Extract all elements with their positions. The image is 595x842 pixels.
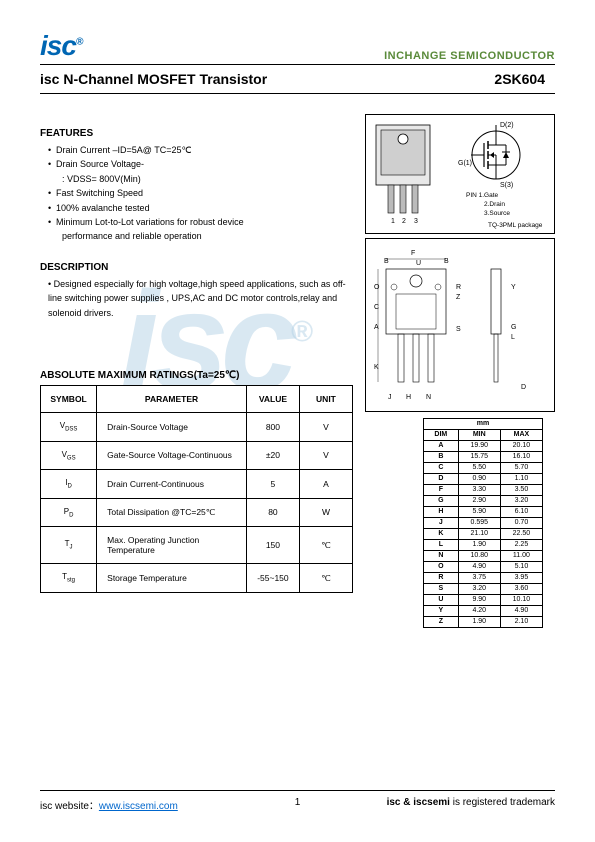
title-row: isc N-Channel MOSFET Transistor 2SK604 <box>40 65 555 94</box>
svg-text:F: F <box>411 250 415 257</box>
table-row: N10.8011.00 <box>424 551 543 562</box>
svg-text:3: 3 <box>414 218 418 225</box>
svg-text:2.Drain: 2.Drain <box>484 201 505 208</box>
svg-text:Z: Z <box>456 294 461 301</box>
dim-unit: mm <box>424 419 543 430</box>
table-row: F3.303.50 <box>424 485 543 496</box>
svg-text:S: S <box>456 326 461 333</box>
table-row: J0.5950.70 <box>424 518 543 529</box>
logo: isc® <box>40 30 82 62</box>
col-symbol: SYMBOL <box>41 385 97 412</box>
package-dimension-diagram: F B B U O C A K H J N R S Z Y G L <box>365 238 555 412</box>
table-row: D0.901.10 <box>424 474 543 485</box>
svg-text:S(3): S(3) <box>500 182 513 189</box>
features-heading: FEATURES <box>40 128 353 139</box>
svg-text:Y: Y <box>511 284 516 291</box>
col-value: VALUE <box>246 385 299 412</box>
table-row: TstgStorage Temperature-55~150℃ <box>41 564 353 593</box>
table-row: R3.753.95 <box>424 573 543 584</box>
company-name: INCHANGE SEMICONDUCTOR <box>384 50 555 62</box>
ratings-table: SYMBOL PARAMETER VALUE UNIT VDSSDrain-So… <box>40 385 353 593</box>
doc-title: isc N-Channel MOSFET Transistor <box>40 71 267 87</box>
table-row: S3.203.60 <box>424 584 543 595</box>
svg-text:N: N <box>426 394 431 401</box>
table-row: O4.905.10 <box>424 562 543 573</box>
package-top-diagram: 1 2 3 D(2) G(1) <box>365 114 555 234</box>
right-column: 1 2 3 D(2) G(1) <box>365 114 555 628</box>
footer-left: isc website：www.iscsemi.com <box>40 797 178 812</box>
svg-text:A: A <box>374 324 379 331</box>
table-row: H5.906.10 <box>424 507 543 518</box>
col-unit: UNIT <box>299 385 352 412</box>
website-link[interactable]: www.iscsemi.com <box>99 801 178 812</box>
svg-text:C: C <box>374 304 379 311</box>
table-row: A19.9020.10 <box>424 441 543 452</box>
page: isc® INCHANGE SEMICONDUCTOR isc N-Channe… <box>0 0 595 648</box>
svg-text:D(2): D(2) <box>500 122 514 129</box>
part-number: 2SK604 <box>494 71 555 87</box>
svg-text:2: 2 <box>402 218 406 225</box>
table-row: L1.902.25 <box>424 540 543 551</box>
dim-col: MIN <box>458 430 500 441</box>
svg-text:PIN 1.Gate: PIN 1.Gate <box>466 192 499 199</box>
left-column: FEATURES Drain Current –ID=5A@ TC=25℃ Dr… <box>40 114 353 628</box>
svg-text:D: D <box>521 384 526 391</box>
table-row: G2.903.20 <box>424 496 543 507</box>
table-row: TJMax. Operating Junction Temperature150… <box>41 527 353 564</box>
table-row: Z1.902.10 <box>424 617 543 628</box>
header: isc® INCHANGE SEMICONDUCTOR <box>40 30 555 65</box>
svg-text:L: L <box>511 334 515 341</box>
svg-text:J: J <box>388 394 392 401</box>
table-row: VGSGate-Source Voltage-Continuous±20V <box>41 441 353 470</box>
page-number: 1 <box>295 797 301 808</box>
footer: isc website：www.iscsemi.com 1 isc & iscs… <box>40 790 555 812</box>
features-list: Drain Current –ID=5A@ TC=25℃ Drain Sourc… <box>40 143 353 244</box>
svg-text:H: H <box>406 394 411 401</box>
svg-text:R: R <box>456 284 461 291</box>
feature-item: : VDSS= 800V(Min) <box>48 172 353 186</box>
feature-item: Fast Switching Speed <box>48 186 353 200</box>
feature-item: Drain Current –ID=5A@ TC=25℃ <box>48 143 353 157</box>
svg-text:3.Source: 3.Source <box>484 210 510 217</box>
table-row: IDDrain Current-Continuous5A <box>41 470 353 499</box>
footer-right: isc & iscsemi is registered trademark <box>387 797 555 812</box>
dimensions-table: mm DIM MIN MAX A19.9020.10B15.7516.10C5.… <box>423 418 543 628</box>
feature-item: performance and reliable operation <box>48 229 353 243</box>
description-heading: DESCRIPTION <box>40 262 353 273</box>
svg-text:TQ-3PML package: TQ-3PML package <box>488 222 543 229</box>
table-row: Y4.204.90 <box>424 606 543 617</box>
table-row: K21.1022.50 <box>424 529 543 540</box>
feature-item: 100% avalanche tested <box>48 201 353 215</box>
svg-text:U: U <box>416 260 421 267</box>
dim-col: MAX <box>500 430 542 441</box>
description-text: Designed especially for high voltage,hig… <box>40 277 353 320</box>
svg-text:O: O <box>374 284 380 291</box>
dim-col: DIM <box>424 430 459 441</box>
svg-text:1: 1 <box>391 218 395 225</box>
feature-item: Drain Source Voltage- <box>48 157 353 171</box>
svg-text:G: G <box>511 324 516 331</box>
content-area: FEATURES Drain Current –ID=5A@ TC=25℃ Dr… <box>40 114 555 628</box>
table-row: U9.9010.10 <box>424 595 543 606</box>
col-parameter: PARAMETER <box>97 385 247 412</box>
svg-text:G(1): G(1) <box>458 160 472 167</box>
svg-text:K: K <box>374 364 379 371</box>
table-row: B15.7516.10 <box>424 452 543 463</box>
table-row: VDSSDrain-Source Voltage800V <box>41 412 353 441</box>
feature-item: Minimum Lot-to-Lot variations for robust… <box>48 215 353 229</box>
ratings-heading: ABSOLUTE MAXIMUM RATINGS(Ta=25℃) <box>40 370 353 381</box>
table-row: C5.505.70 <box>424 463 543 474</box>
table-row: PDTotal Dissipation @TC=25℃80W <box>41 498 353 527</box>
